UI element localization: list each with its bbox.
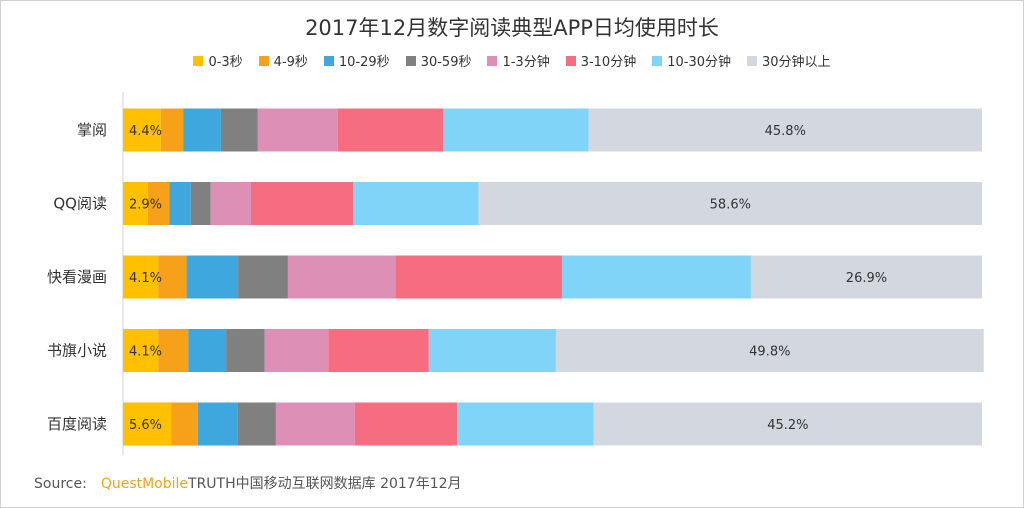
- legend-swatch: [652, 55, 663, 66]
- bar-segment: [123, 329, 159, 372]
- bar-segment: [123, 402, 172, 446]
- bar-segment: [210, 182, 251, 225]
- bar-segment: [593, 402, 982, 446]
- chart-title: 2017年12月数字阅读典型APP日均使用时长: [305, 16, 719, 40]
- bar-segment: [337, 108, 444, 152]
- source-note: Source: QuestMobileTRUTH中国移动互联网数据库 2017年1…: [34, 473, 462, 493]
- category-label: 百度阅读: [47, 415, 107, 433]
- data-label: 5.6%: [129, 418, 162, 433]
- category-label: 书旗小说: [47, 342, 107, 360]
- data-label: 4.4%: [129, 124, 162, 139]
- legend-swatch: [258, 55, 269, 66]
- bar-segment: [555, 329, 984, 372]
- bar-segment: [428, 329, 556, 372]
- legend-label: 10-30分钟: [667, 55, 731, 70]
- bar-segment: [250, 182, 354, 225]
- legend-item: 4-9秒: [258, 51, 308, 70]
- bar-segment: [158, 329, 189, 372]
- bar-segment: [353, 182, 479, 225]
- bar-segment: [354, 402, 458, 446]
- legend-swatch: [487, 55, 498, 66]
- legend-item: 10-29秒: [323, 51, 390, 70]
- legend-item: 0-3秒: [193, 51, 243, 70]
- legend-label: 3-10分钟: [580, 55, 637, 70]
- chart-legend: 0-3秒 4-9秒 10-29秒 30-59秒 1-3分钟 3-10分钟 10-30分钟 30…: [0, 51, 1024, 70]
- legend-item: 1-3分钟: [487, 51, 550, 70]
- bar-segment: [183, 108, 221, 152]
- source-label: Source:: [34, 476, 87, 492]
- legend-swatch: [565, 55, 576, 66]
- bar-segment: [750, 255, 982, 299]
- data-label: 4.1%: [129, 271, 162, 286]
- bar-segment: [123, 108, 161, 152]
- bar-segment: [275, 402, 355, 446]
- legend-label: 30-59秒: [420, 55, 472, 70]
- source-brand: QuestMobile: [100, 476, 189, 492]
- legend-swatch: [405, 55, 416, 66]
- legend-label: 1-3分钟: [502, 55, 550, 70]
- data-label: 4.1%: [129, 345, 162, 360]
- data-label: 45.8%: [765, 124, 806, 139]
- bar-segment: [123, 182, 148, 225]
- bar-segment: [171, 402, 198, 446]
- bar-segment: [561, 255, 751, 299]
- legend-swatch: [193, 55, 204, 66]
- bar-segment: [147, 182, 170, 225]
- legend-label: 4-9秒: [273, 55, 308, 70]
- data-label: 2.9%: [129, 198, 162, 213]
- category-label: 掌阅: [77, 121, 107, 139]
- bar-segment: [443, 108, 589, 152]
- bar-segment: [588, 108, 982, 152]
- bar-segment: [328, 329, 429, 372]
- bar-segment: [197, 402, 238, 446]
- legend-item: 30分钟以上: [747, 51, 831, 70]
- bar-segment: [287, 255, 396, 299]
- legend-item: 3-10分钟: [565, 51, 637, 70]
- category-label: 快看漫画: [47, 268, 107, 286]
- data-label: 45.2%: [767, 418, 808, 433]
- legend-swatch: [747, 55, 757, 66]
- bar-segment: [238, 255, 288, 299]
- data-label: 58.6%: [710, 198, 751, 213]
- bar-segment: [264, 329, 329, 372]
- legend-item: 10-30分钟: [652, 51, 731, 70]
- legend-label: 10-29秒: [338, 55, 390, 70]
- legend-label: 0-3秒: [208, 55, 243, 70]
- bar-segment: [220, 108, 258, 152]
- bar-segment: [186, 255, 239, 299]
- data-label: 49.8%: [749, 345, 790, 360]
- bar-segment: [190, 182, 211, 225]
- bar-segment: [158, 255, 187, 299]
- data-label: 26.9%: [846, 271, 887, 286]
- bar-segment: [188, 329, 227, 372]
- bar-segment: [123, 255, 159, 299]
- bar-segment: [226, 329, 265, 372]
- bar-segment: [457, 402, 594, 446]
- bar-segment: [395, 255, 562, 299]
- bar-segment: [160, 108, 184, 152]
- legend-label: 30分钟以上: [762, 55, 831, 70]
- bar-segment: [169, 182, 191, 225]
- category-label: QQ阅读: [53, 195, 107, 213]
- source-text: TRUTH中国移动互联网数据库 2017年12月: [188, 476, 462, 492]
- legend-swatch: [323, 55, 334, 66]
- bar-segment: [478, 182, 982, 225]
- bar-segment: [257, 108, 338, 152]
- bar-segment: [237, 402, 276, 446]
- legend-item: 30-59秒: [405, 51, 472, 70]
